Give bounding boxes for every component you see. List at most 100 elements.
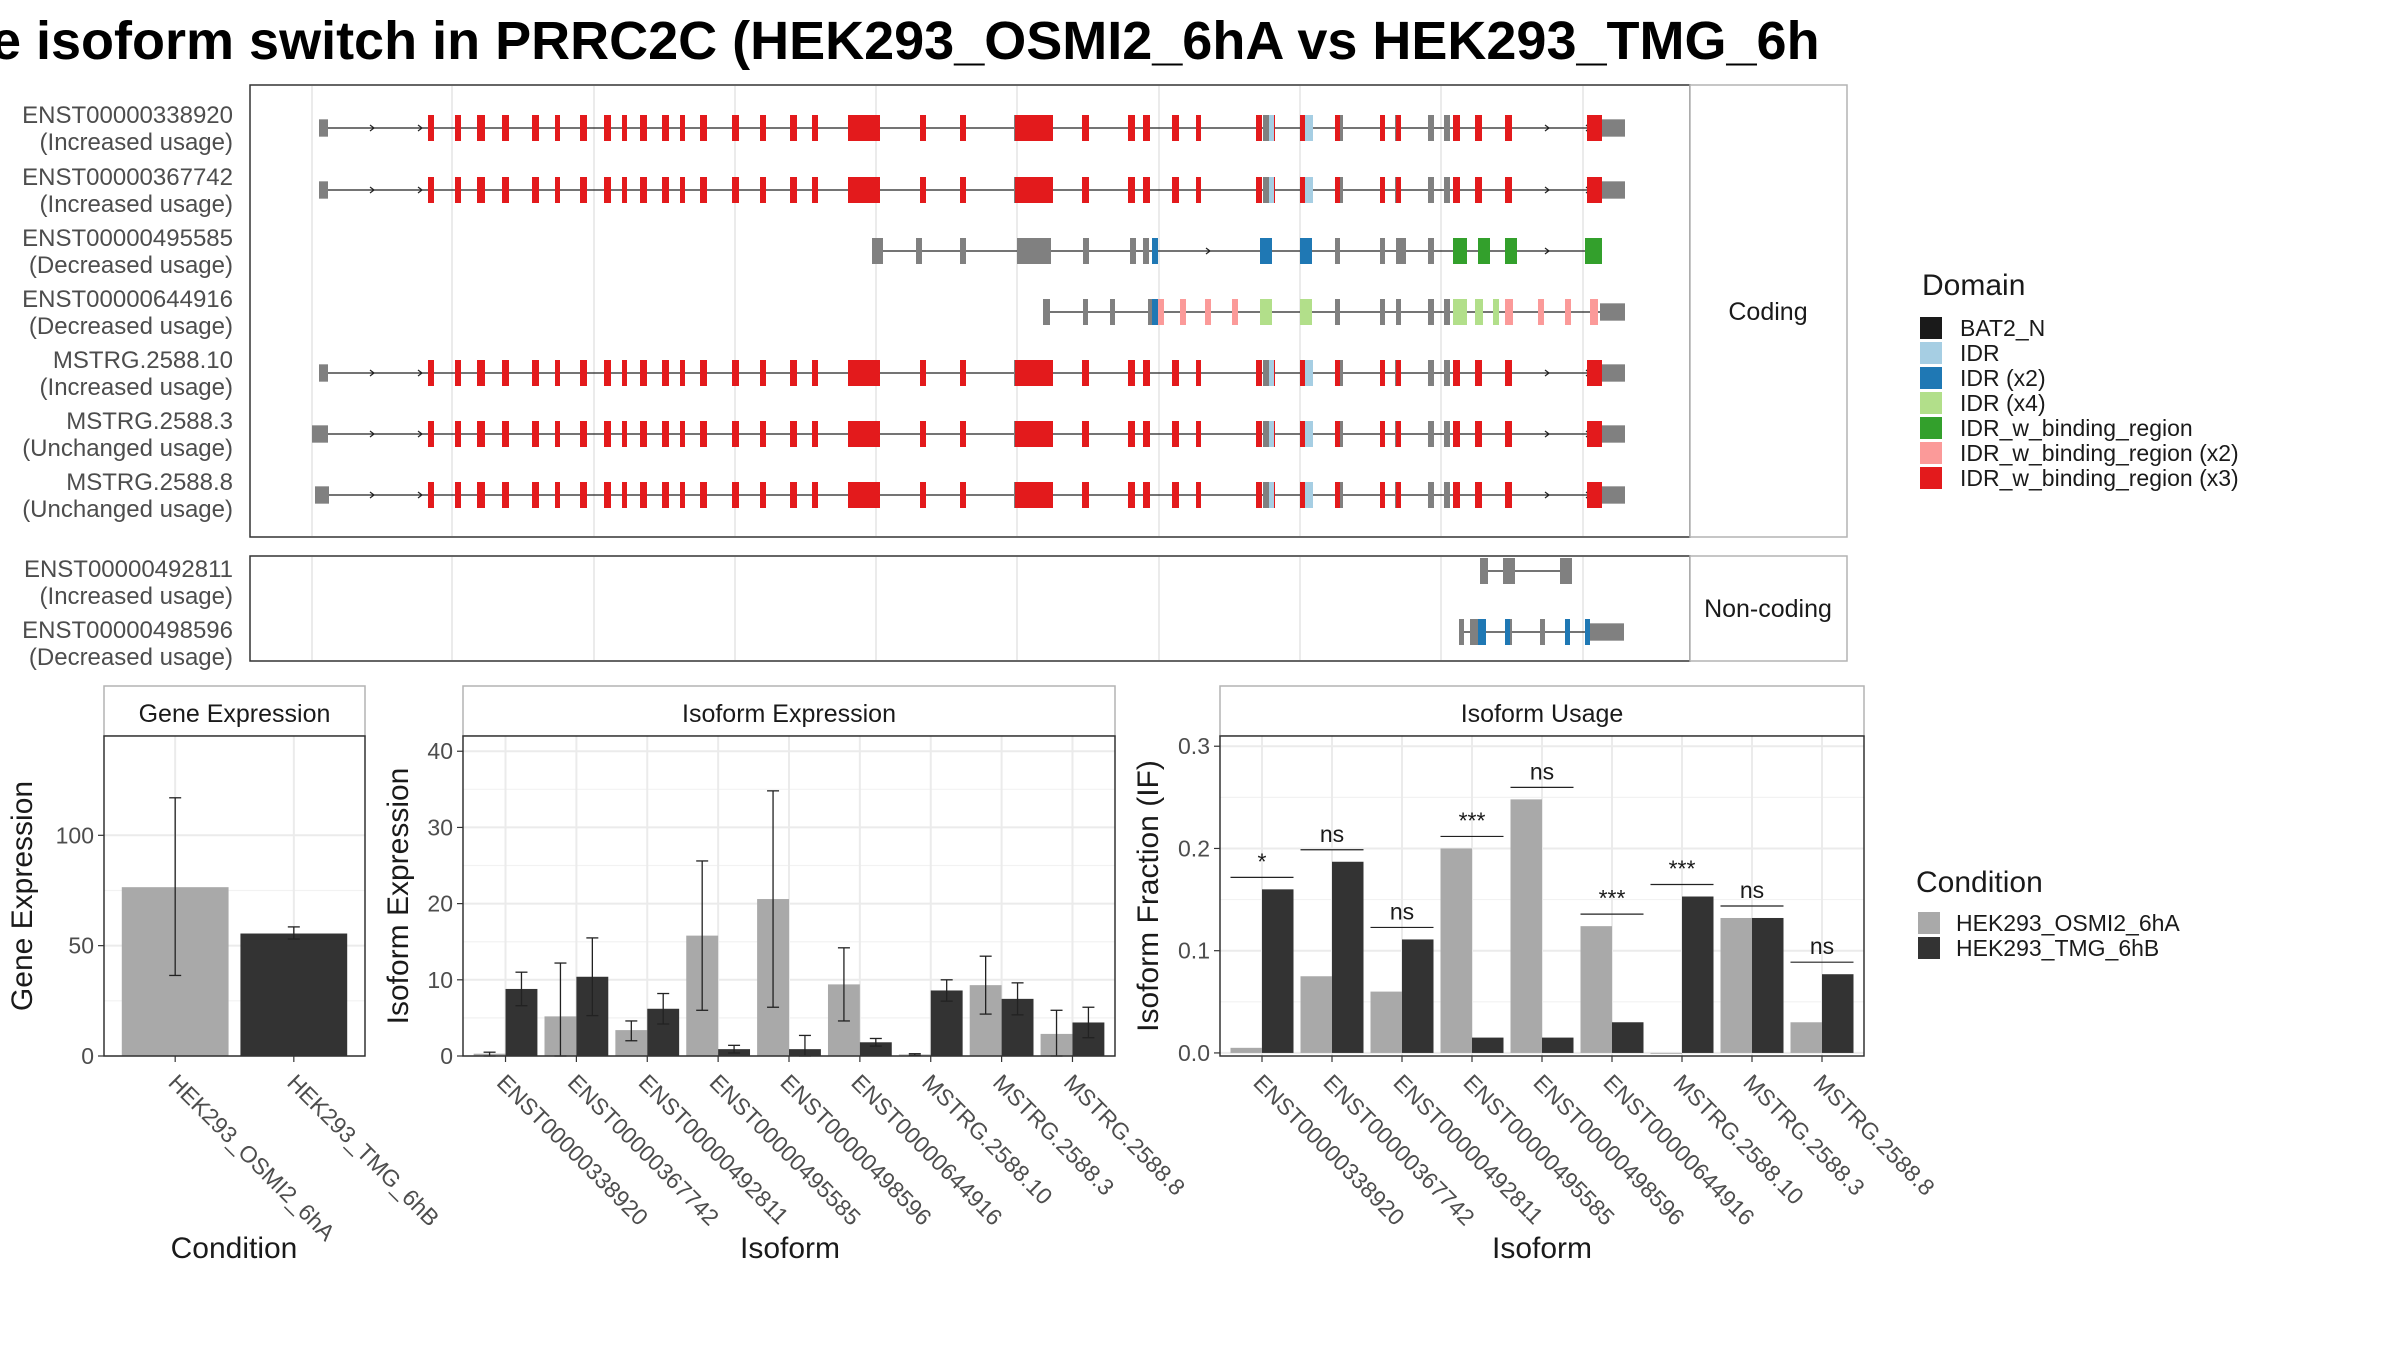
y-tick-label: 100 (56, 822, 94, 848)
domain-exon (1128, 360, 1135, 386)
transcript-row: ENST00000338920(Increased usage) (22, 102, 1625, 156)
y-tick-label: 20 (427, 891, 453, 917)
exon (1428, 421, 1434, 447)
bar (1230, 1047, 1262, 1053)
isoform-usage-panel: Isoform Usage 0.0 0.1 0.2 0.3 * ns ns *** ns *** **… (1132, 685, 1940, 1265)
exon (1263, 115, 1270, 141)
gene-expression-panel: Gene Expression050100HEK293_OSMI2_6hAHEK… (6, 685, 444, 1265)
domain-exon (1015, 177, 1053, 203)
transcript-row: MSTRG.2588.8(Unchanged usage) (22, 469, 1625, 523)
domain-exon (640, 177, 647, 203)
exon (1263, 482, 1270, 508)
bar (1752, 917, 1784, 1053)
significance-label: ns (1320, 821, 1344, 847)
transcript-id: ENST00000492811 (24, 556, 233, 583)
strand-arrow (417, 369, 423, 377)
domain-exon (1396, 482, 1401, 508)
domain-exon (622, 421, 627, 447)
domain-exon (455, 421, 461, 447)
transcript-usage: (Unchanged usage) (22, 496, 233, 523)
domain-exon (1505, 177, 1512, 203)
chart-title: ne isoform switch in PRRC2C (HEK293_OSMI… (0, 11, 1820, 71)
domain-exon (1015, 421, 1053, 447)
domain-exon (680, 115, 685, 141)
domain-exon (1300, 421, 1305, 447)
bar (240, 933, 348, 1056)
domain-exon (1256, 360, 1262, 386)
bar (1332, 861, 1364, 1053)
exon (1428, 115, 1434, 141)
domain-exon (1505, 482, 1512, 508)
domain-exon (700, 360, 707, 386)
strand-arrow (1544, 124, 1550, 132)
domain-exon (1082, 115, 1089, 141)
domain-exon (1196, 482, 1201, 508)
domain-exon (1128, 421, 1135, 447)
transcript-id: ENST00000498596 (22, 617, 233, 644)
strand-arrow (369, 369, 375, 377)
bar (1370, 991, 1402, 1053)
exon (1380, 238, 1385, 264)
domain-exon (960, 115, 966, 141)
domain-exon (1152, 299, 1159, 325)
domain-exon (532, 482, 539, 508)
domain-exon (604, 421, 611, 447)
domain-exon (1505, 360, 1512, 386)
transcript-row: MSTRG.2588.3(Unchanged usage) (22, 408, 1625, 462)
y-tick-label: 0 (440, 1043, 453, 1069)
exon (1444, 115, 1450, 141)
domain-exon (760, 421, 766, 447)
domain-exon (1493, 299, 1499, 325)
domain-exon (1260, 299, 1272, 325)
domain-exon (1305, 482, 1313, 508)
domain-exon (455, 482, 461, 508)
significance-label: ns (1810, 933, 1834, 959)
exon (1503, 558, 1515, 584)
bar (1542, 1037, 1574, 1053)
domain-exon (1475, 299, 1483, 325)
utr-exon (1600, 119, 1625, 137)
domain-exon (700, 115, 707, 141)
domain-exon (1269, 360, 1274, 386)
domain-exon (700, 421, 707, 447)
domain-exon (700, 177, 707, 203)
domain-exon (604, 177, 611, 203)
bar (1510, 799, 1542, 1053)
bar (1402, 939, 1434, 1053)
domain-exon (680, 360, 685, 386)
bar (1650, 1052, 1682, 1054)
bar (1720, 917, 1752, 1053)
transcript-id: MSTRG.2588.3 (66, 408, 233, 435)
legend-swatch (1920, 467, 1942, 489)
domain-exon (1196, 360, 1201, 386)
domain-exon (1335, 421, 1340, 447)
legend-title: Domain (1922, 269, 2025, 302)
domain-exon (622, 482, 627, 508)
domain-exon (760, 360, 766, 386)
domain-exon (1082, 421, 1089, 447)
domain-exon (555, 482, 560, 508)
strand-arrow (417, 430, 423, 438)
domain-exon (502, 421, 509, 447)
domain-exon (1082, 360, 1089, 386)
domain-exon (1475, 421, 1482, 447)
domain-exon (790, 360, 797, 386)
exon (1444, 299, 1450, 325)
exon (1143, 238, 1149, 264)
domain-exon (662, 177, 669, 203)
domain-exon (1143, 482, 1150, 508)
domain-exon (1256, 482, 1262, 508)
domain-exon (1587, 115, 1602, 141)
domain-exon (848, 115, 880, 141)
domain-exon (662, 360, 669, 386)
bar (1790, 1022, 1822, 1053)
domain-exon (1587, 482, 1602, 508)
domain-exon (1015, 115, 1053, 141)
domain-exon (1453, 115, 1460, 141)
domain-exon (920, 482, 926, 508)
exon (1148, 299, 1154, 325)
domain-exon (790, 421, 797, 447)
x-tick-label: MSTRG.2588.8 (1808, 1069, 1939, 1200)
domain-exon (477, 421, 485, 447)
